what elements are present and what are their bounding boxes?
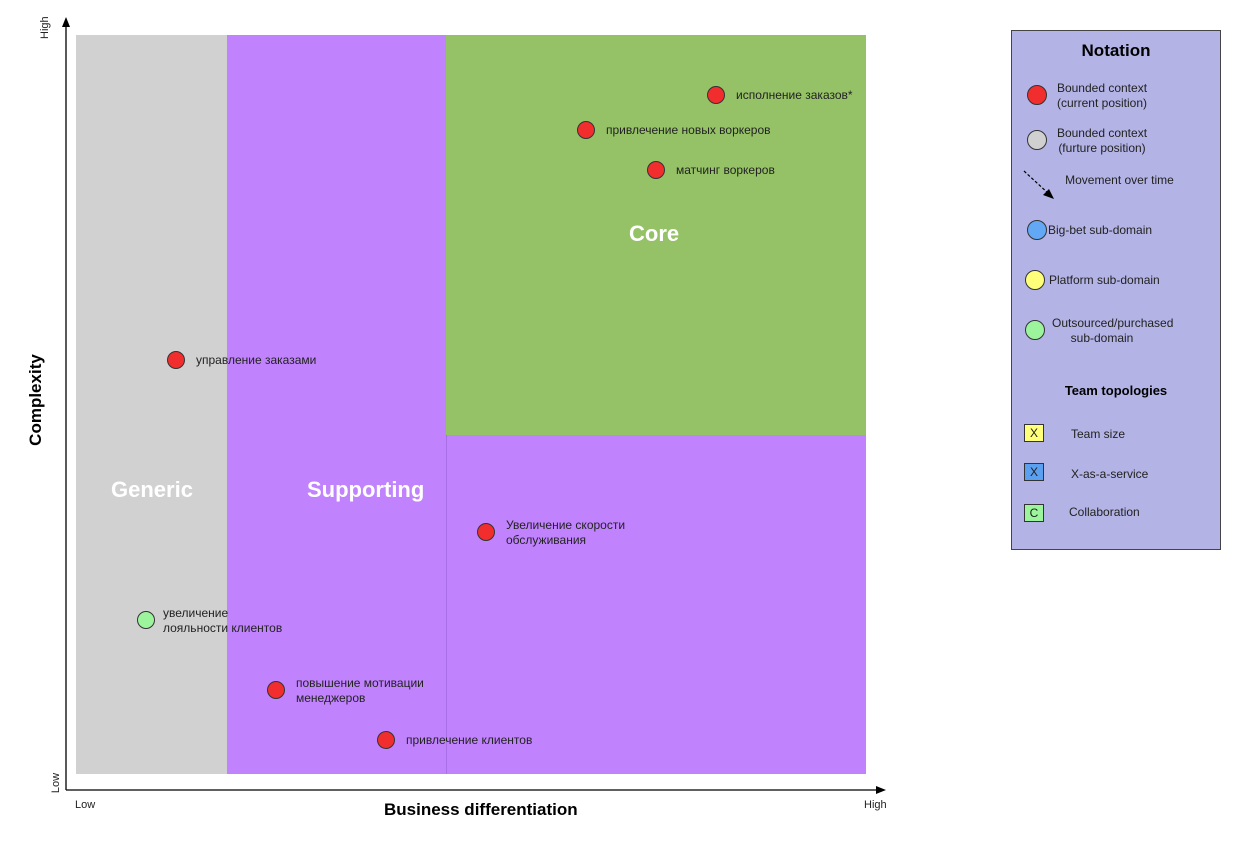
team-size-icon: X [1024, 424, 1044, 442]
context-label: привлечение клиентов [406, 733, 533, 747]
context-marker[interactable] [577, 121, 595, 139]
legend-current-context-label: Bounded context (current position) [1056, 81, 1148, 110]
context-label: управление заказами [196, 353, 317, 367]
context-label: привлечение новых воркеров [606, 123, 771, 137]
context-marker[interactable] [707, 86, 725, 104]
x-axis-title: Business differentiation [384, 800, 578, 819]
supporting-region-label: Supporting [307, 477, 425, 502]
core-region-label: Core [629, 221, 680, 246]
legend-outsourced-label: Outsourced/purchased sub-domain [1052, 316, 1174, 345]
xaas-label: X-as-a-service [1071, 467, 1149, 481]
collaboration-label: Collaboration [1069, 505, 1140, 519]
legend-big-bet-icon [1027, 220, 1047, 240]
legend-title: Notation [1081, 41, 1151, 60]
context-marker[interactable] [167, 351, 185, 369]
legend-outsourced-icon [1025, 320, 1045, 340]
context-marker[interactable] [377, 731, 395, 749]
team-size-label: Team size [1071, 427, 1126, 441]
x-axis-high-label: High [864, 799, 887, 811]
collaboration-icon: C [1024, 504, 1044, 522]
legend-future-context-icon [1027, 130, 1047, 150]
context-label: матчинг воркеров [676, 163, 775, 177]
generic-region [76, 35, 227, 774]
supporting-divider [446, 435, 447, 774]
y-axis-low-label: Low [50, 772, 62, 794]
legend-platform-icon [1025, 270, 1045, 290]
generic-region-label: Generic [111, 477, 193, 502]
context-marker[interactable] [477, 523, 495, 541]
context-label: увеличение лояльности клиентов [163, 606, 283, 635]
context-marker-outsourced[interactable] [137, 611, 155, 629]
core-region [446, 35, 866, 435]
context-marker[interactable] [267, 681, 285, 699]
xaas-icon: X [1024, 463, 1044, 481]
axes [62, 17, 886, 794]
legend-platform-label: Platform sub-domain [1049, 273, 1160, 287]
legend-future-context-label: Bounded context (furture position) [1056, 126, 1148, 155]
context-label: исполнение заказов* [736, 88, 853, 102]
legend-movement-label: Movement over time [1065, 173, 1174, 187]
y-axis-title: Complexity [26, 354, 45, 446]
legend-current-context-icon [1027, 85, 1047, 105]
context-label: Увеличение скорости обслуживания [506, 518, 626, 547]
team-topologies-title: Team topologies [1064, 383, 1168, 398]
legend-big-bet-label: Big-bet sub-domain [1048, 223, 1153, 237]
movement-arrow-icon [1023, 170, 1054, 199]
notation-legend: Notation Bounded context (current positi… [1011, 30, 1221, 550]
y-axis-high-label: High [39, 16, 51, 39]
x-axis-low-label: Low [75, 799, 96, 811]
context-label: повышение мотивации менеджеров [296, 676, 424, 705]
context-marker[interactable] [647, 161, 665, 179]
